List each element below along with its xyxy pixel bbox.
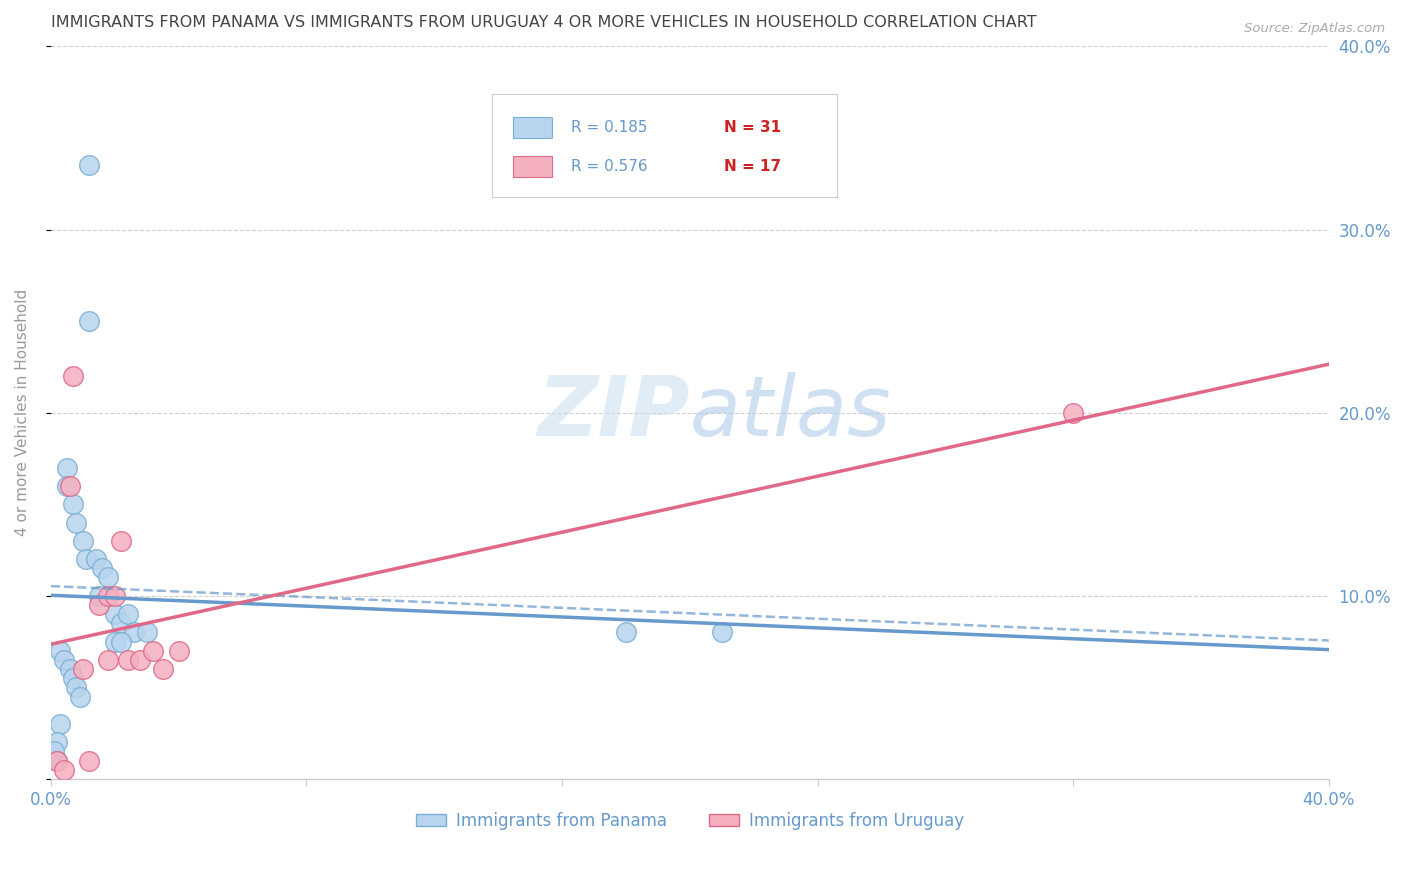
Text: IMMIGRANTS FROM PANAMA VS IMMIGRANTS FROM URUGUAY 4 OR MORE VEHICLES IN HOUSEHOL: IMMIGRANTS FROM PANAMA VS IMMIGRANTS FRO… <box>51 15 1036 30</box>
Point <box>87 589 110 603</box>
Point <box>49 644 72 658</box>
Point <box>77 754 100 768</box>
Point <box>56 460 79 475</box>
Text: N = 31: N = 31 <box>724 120 782 136</box>
Point <box>117 607 139 621</box>
Point <box>614 625 637 640</box>
Point <box>46 735 69 749</box>
Point <box>72 533 94 548</box>
Point <box>97 570 120 584</box>
Point <box>104 607 127 621</box>
Point <box>46 754 69 768</box>
FancyBboxPatch shape <box>513 156 551 177</box>
Point <box>91 561 114 575</box>
Point <box>110 634 132 648</box>
Point <box>75 552 97 566</box>
Point <box>59 662 82 676</box>
Point <box>117 653 139 667</box>
Legend: Immigrants from Panama, Immigrants from Uruguay: Immigrants from Panama, Immigrants from … <box>409 805 970 837</box>
Point <box>152 662 174 676</box>
Point <box>59 479 82 493</box>
Point <box>65 681 87 695</box>
Point <box>97 653 120 667</box>
Point <box>104 589 127 603</box>
Text: N = 17: N = 17 <box>724 159 782 174</box>
Point <box>69 690 91 704</box>
Point <box>42 744 65 758</box>
Point <box>49 717 72 731</box>
Text: R = 0.576: R = 0.576 <box>571 159 648 174</box>
Point <box>1062 406 1084 420</box>
Point <box>52 653 75 667</box>
Point <box>104 634 127 648</box>
Point <box>129 653 152 667</box>
Point <box>97 589 120 603</box>
Point <box>46 754 69 768</box>
Point <box>122 625 145 640</box>
Point <box>52 763 75 777</box>
Point <box>87 598 110 612</box>
Point <box>62 497 84 511</box>
FancyBboxPatch shape <box>492 94 837 196</box>
FancyBboxPatch shape <box>513 118 551 138</box>
Point <box>77 159 100 173</box>
Text: Source: ZipAtlas.com: Source: ZipAtlas.com <box>1244 22 1385 36</box>
Point <box>710 625 733 640</box>
Point <box>110 533 132 548</box>
Point <box>62 671 84 685</box>
Point <box>135 625 157 640</box>
Text: R = 0.185: R = 0.185 <box>571 120 647 136</box>
Point <box>167 644 190 658</box>
Text: atlas: atlas <box>690 372 891 453</box>
Y-axis label: 4 or more Vehicles in Household: 4 or more Vehicles in Household <box>15 289 30 536</box>
Point <box>65 516 87 530</box>
Point <box>72 662 94 676</box>
Point <box>110 616 132 631</box>
Point <box>56 479 79 493</box>
Point <box>142 644 165 658</box>
Point <box>84 552 107 566</box>
Point <box>77 314 100 328</box>
Point <box>62 369 84 384</box>
Text: ZIP: ZIP <box>537 372 690 453</box>
